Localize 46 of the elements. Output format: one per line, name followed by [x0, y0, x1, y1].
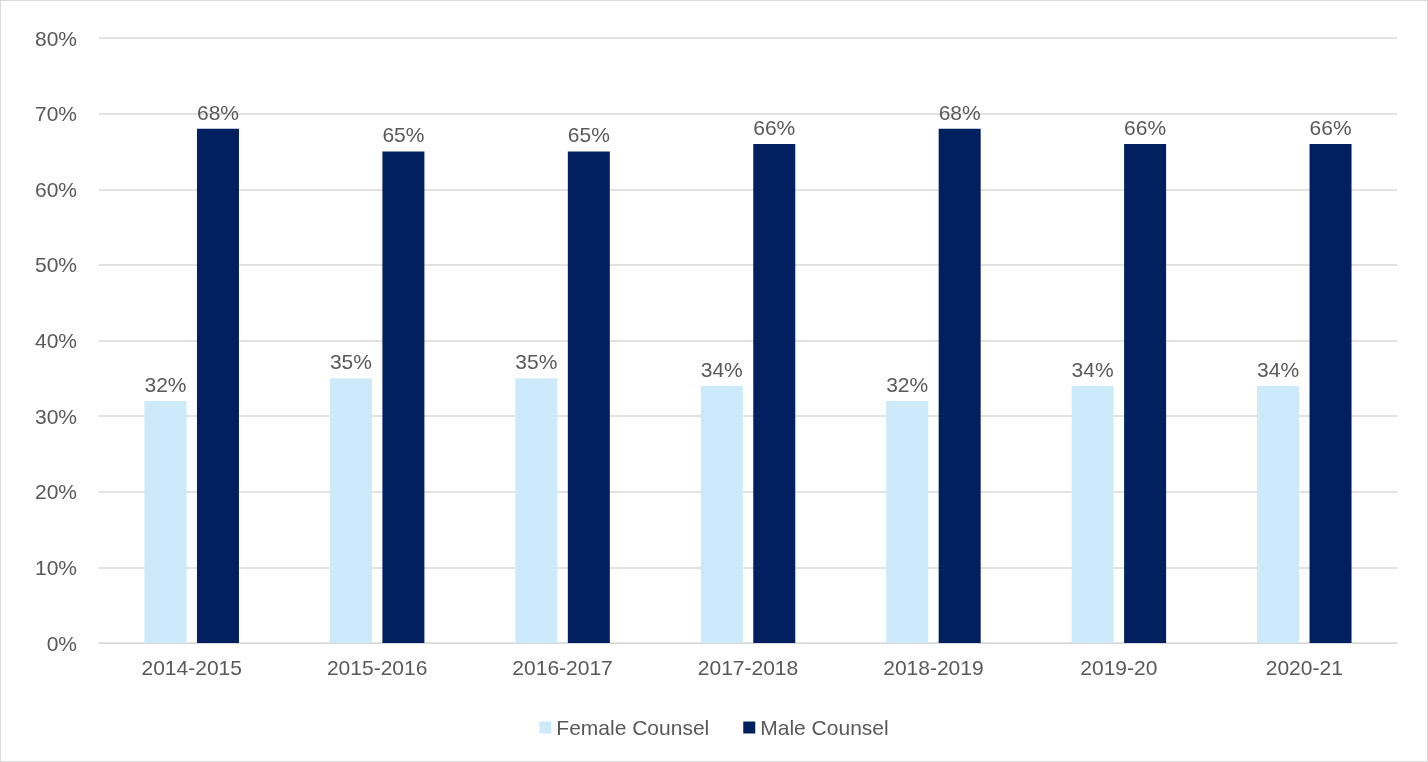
data-label: 35% — [515, 350, 558, 374]
x-tick-label: 2016-2017 — [512, 656, 613, 679]
bar — [196, 128, 239, 643]
data-label: 65% — [567, 123, 610, 147]
bar — [567, 151, 610, 643]
x-tick-label: 2018-2019 — [883, 656, 984, 679]
y-tick-label: 20% — [34, 480, 77, 504]
x-tick-label: 2019-20 — [1080, 656, 1158, 679]
bar — [144, 401, 187, 643]
data-label: 66% — [1309, 115, 1352, 139]
data-label: 34% — [1071, 357, 1114, 381]
bar — [1071, 385, 1114, 643]
x-tick-label: 2014-2015 — [141, 656, 242, 679]
bar — [700, 385, 743, 643]
x-tick-label: 2020-21 — [1265, 656, 1343, 679]
data-label: 65% — [382, 123, 425, 147]
y-tick-label: 80% — [34, 26, 77, 50]
legend-label: Male Counsel — [760, 716, 889, 739]
y-tick-label: 70% — [34, 102, 77, 126]
bar — [938, 128, 981, 643]
y-tick-label: 60% — [34, 177, 77, 201]
bar — [329, 378, 372, 643]
legend-label: Female Counsel — [556, 716, 710, 739]
data-label: 68% — [938, 100, 981, 124]
data-label: 66% — [1124, 115, 1167, 139]
data-label: 34% — [1257, 357, 1300, 381]
bar — [515, 378, 558, 643]
x-tick-label: 2017-2018 — [697, 656, 799, 679]
bar — [1124, 143, 1167, 643]
y-tick-label: 50% — [34, 253, 77, 277]
bar — [1257, 385, 1300, 643]
bar — [886, 401, 929, 643]
data-label: 35% — [329, 350, 372, 374]
bar — [1309, 143, 1352, 643]
x-tick-label: 2015-2016 — [326, 656, 428, 679]
data-label: 68% — [196, 100, 239, 124]
data-label: 34% — [700, 357, 743, 381]
data-label: 66% — [753, 115, 796, 139]
data-label: 32% — [144, 373, 187, 396]
y-tick-label: 40% — [34, 329, 77, 352]
data-label: 32% — [886, 373, 929, 396]
y-tick-label: 10% — [34, 555, 77, 579]
bar — [753, 143, 796, 643]
y-tick-label: 0% — [46, 631, 77, 655]
y-tick-label: 30% — [34, 404, 77, 428]
bar — [382, 151, 425, 643]
